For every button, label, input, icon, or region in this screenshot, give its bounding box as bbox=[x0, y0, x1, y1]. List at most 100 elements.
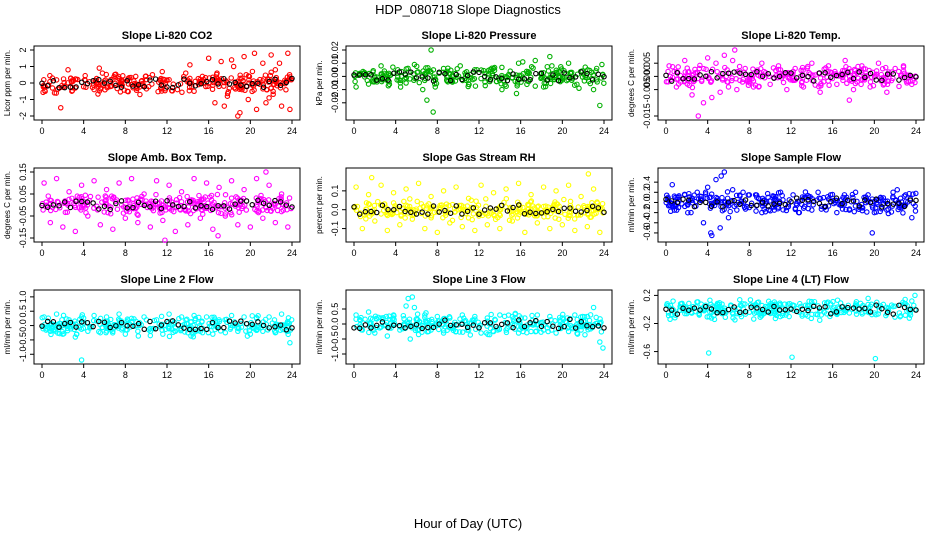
black-point bbox=[118, 319, 125, 326]
data-point bbox=[867, 84, 873, 90]
data-point bbox=[153, 317, 160, 323]
data-point bbox=[691, 192, 698, 198]
data-point bbox=[260, 76, 267, 82]
data-point bbox=[60, 331, 66, 337]
data-point bbox=[747, 297, 754, 303]
black-point bbox=[391, 206, 397, 213]
data-point bbox=[540, 184, 547, 190]
data-point bbox=[884, 207, 890, 213]
black-point bbox=[107, 206, 113, 213]
data-point bbox=[188, 319, 194, 325]
data-point bbox=[465, 327, 472, 333]
data-point bbox=[858, 81, 864, 88]
black-point bbox=[703, 73, 709, 80]
black-point bbox=[396, 322, 403, 329]
data-point bbox=[390, 200, 397, 206]
data-point bbox=[403, 186, 409, 192]
data-point bbox=[384, 333, 391, 339]
data-point bbox=[443, 318, 449, 325]
data-point bbox=[665, 312, 672, 319]
black-point bbox=[867, 309, 874, 315]
data-point bbox=[488, 311, 494, 318]
black-point bbox=[61, 320, 68, 327]
data-point bbox=[560, 311, 566, 318]
data-point bbox=[255, 209, 262, 216]
x-tick-label: 20 bbox=[245, 370, 255, 380]
y-tick-label: 0.005 bbox=[642, 52, 652, 75]
y-tick-label: -0.015 bbox=[642, 103, 652, 129]
x-tick-label: 8 bbox=[123, 248, 128, 258]
panel-title: Slope Li-820 Pressure bbox=[422, 30, 537, 42]
black-point bbox=[351, 325, 357, 331]
black-point bbox=[561, 323, 567, 330]
data-point bbox=[228, 212, 235, 218]
data-point bbox=[694, 189, 700, 196]
data-point bbox=[572, 227, 578, 234]
black-point bbox=[742, 197, 749, 203]
data-point bbox=[459, 312, 466, 318]
black-point bbox=[754, 305, 760, 311]
data-point bbox=[569, 325, 576, 332]
data-point bbox=[78, 326, 85, 332]
data-point bbox=[285, 328, 291, 335]
data-point bbox=[808, 298, 815, 305]
data-point bbox=[825, 78, 831, 84]
data-point bbox=[734, 86, 740, 93]
black-point bbox=[765, 70, 772, 77]
data-point bbox=[829, 306, 836, 312]
black-point bbox=[685, 75, 692, 82]
data-point bbox=[245, 96, 252, 103]
black-point bbox=[186, 326, 193, 333]
data-point bbox=[366, 329, 372, 336]
data-point bbox=[42, 88, 48, 95]
data-point bbox=[235, 324, 242, 331]
data-point bbox=[354, 203, 361, 210]
data-point bbox=[78, 182, 85, 188]
black-point bbox=[141, 83, 148, 90]
x-tick-label: 0 bbox=[351, 248, 356, 258]
data-point bbox=[783, 207, 790, 214]
data-point bbox=[528, 198, 535, 204]
x-tick-label: 4 bbox=[705, 370, 710, 380]
data-point bbox=[271, 317, 278, 323]
data-point bbox=[243, 207, 250, 213]
black-point bbox=[793, 75, 800, 81]
black-point bbox=[73, 324, 79, 330]
black-point bbox=[186, 198, 193, 205]
data-point bbox=[436, 205, 442, 211]
data-point bbox=[503, 186, 509, 192]
black-point bbox=[113, 323, 119, 329]
data-point bbox=[390, 64, 396, 70]
data-point bbox=[902, 312, 909, 319]
data-point bbox=[746, 192, 753, 198]
data-point bbox=[528, 63, 535, 70]
data-point bbox=[739, 79, 746, 85]
black-point bbox=[181, 325, 187, 331]
data-point bbox=[717, 225, 723, 231]
data-point bbox=[871, 209, 878, 216]
black-point bbox=[135, 199, 142, 206]
y-tick-label: 0.00 bbox=[330, 68, 340, 86]
black-point bbox=[595, 323, 602, 329]
data-point bbox=[266, 182, 272, 188]
black-point bbox=[879, 77, 885, 84]
data-point bbox=[840, 194, 846, 201]
data-point bbox=[390, 312, 397, 318]
data-point bbox=[370, 67, 377, 74]
x-tick-label: 16 bbox=[828, 126, 838, 136]
data-point bbox=[599, 200, 606, 207]
data-point bbox=[96, 88, 103, 94]
x-tick-label: 8 bbox=[123, 126, 128, 136]
data-point bbox=[261, 196, 267, 203]
data-point bbox=[218, 58, 224, 65]
black-point bbox=[385, 77, 391, 83]
y-tick-label: 1 bbox=[18, 64, 28, 69]
black-point bbox=[283, 327, 290, 333]
data-point bbox=[865, 301, 871, 308]
data-point bbox=[729, 187, 736, 193]
data-point bbox=[911, 302, 917, 309]
data-point bbox=[216, 317, 222, 323]
black-point bbox=[907, 72, 914, 79]
